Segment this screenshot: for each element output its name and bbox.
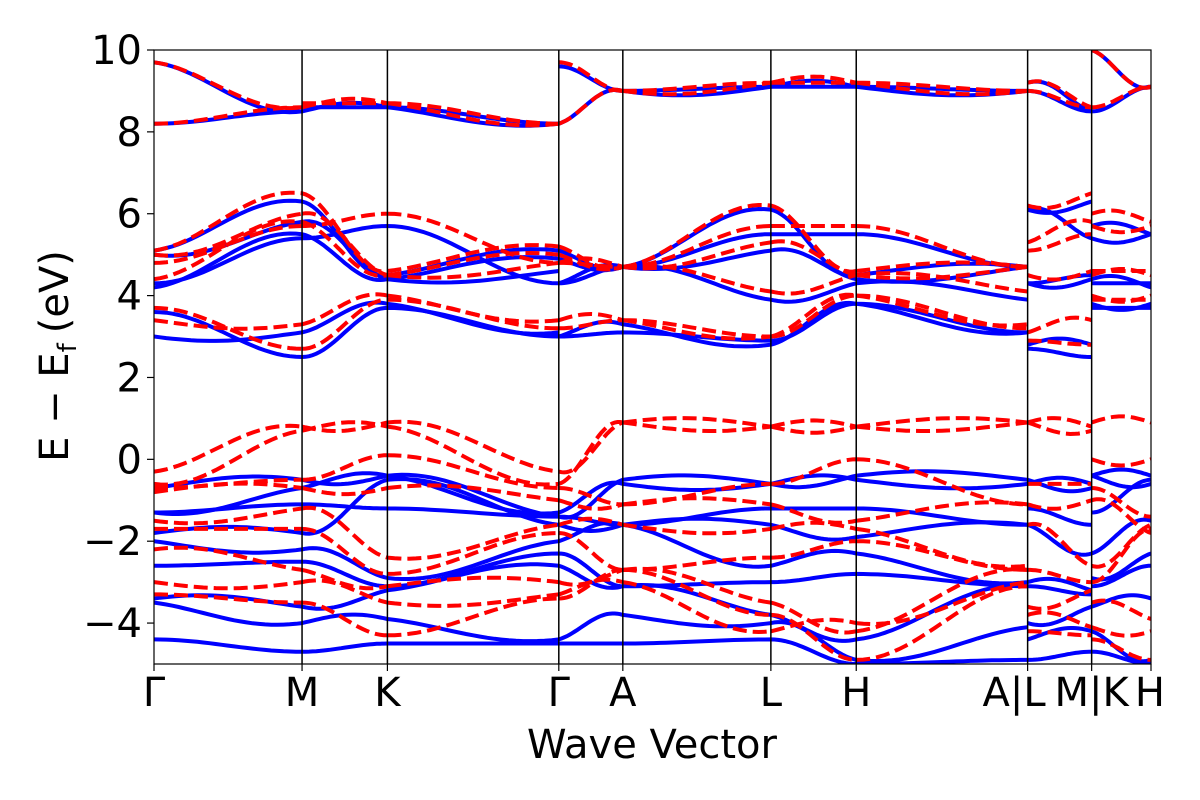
red-dashed-band-10 xyxy=(154,416,1151,487)
y-tick-label: −2 xyxy=(83,519,142,565)
red-dashed-band-2 xyxy=(154,60,1151,126)
x-tick-label: H xyxy=(1135,670,1165,716)
x-tick-label: A xyxy=(609,670,637,716)
plot-frame xyxy=(153,49,1152,665)
y-tick-label: 0 xyxy=(117,437,142,483)
y-tick-label: 4 xyxy=(117,274,142,320)
y-tick-label: 2 xyxy=(117,355,142,401)
y-tick-label: 6 xyxy=(117,192,142,238)
blue-solid-band-13 xyxy=(154,520,1151,593)
x-tick-label: H xyxy=(841,670,871,716)
red-dashed-band-8 xyxy=(154,293,1151,351)
y-tick-label: −4 xyxy=(83,601,142,647)
red-dashed-band-16 xyxy=(154,577,1151,638)
y-tick-label: 10 xyxy=(91,28,142,74)
red-dashed-band-9 xyxy=(154,414,1151,475)
x-tick-label: L xyxy=(760,670,783,716)
y-axis-title: E − Ef (eV) xyxy=(32,250,83,462)
red-dashed-band-1 xyxy=(154,50,1151,128)
red-dashed-band-12 xyxy=(154,481,1151,535)
blue-solid-band-6 xyxy=(154,231,1151,304)
x-tick-label: M xyxy=(285,670,320,716)
red-dashed-band-11 xyxy=(154,453,1151,519)
bands-layer xyxy=(154,50,1151,664)
y-axis-title-unit: (eV) xyxy=(32,250,78,333)
blue-solid-band-10 xyxy=(154,471,1151,516)
y-axis-title-subscript: f xyxy=(53,342,83,352)
x-axis-ticks: Γ M K Γ A L H A|L M|K H xyxy=(143,664,1165,716)
y-axis-ticks: −4 −2 0 2 4 6 8 10 xyxy=(83,28,154,647)
red-dashed-band-14 xyxy=(154,526,1151,585)
x-axis-title: Wave Vector xyxy=(527,722,778,768)
x-tick-label: Γ xyxy=(143,670,166,716)
blue-solid-band-17 xyxy=(154,637,1151,664)
x-tick-label: M|K xyxy=(1055,670,1131,716)
red-dashed-band-17 xyxy=(154,567,1151,662)
x-tick-label: Γ xyxy=(548,670,571,716)
high-symmetry-lines xyxy=(301,50,1093,664)
y-axis-title-main: E − E xyxy=(32,352,78,462)
x-tick-label: A|L xyxy=(983,670,1047,716)
x-tick-label: K xyxy=(374,670,402,716)
red-dashed-band-6 xyxy=(154,219,1151,296)
y-tick-label: 8 xyxy=(117,110,142,156)
